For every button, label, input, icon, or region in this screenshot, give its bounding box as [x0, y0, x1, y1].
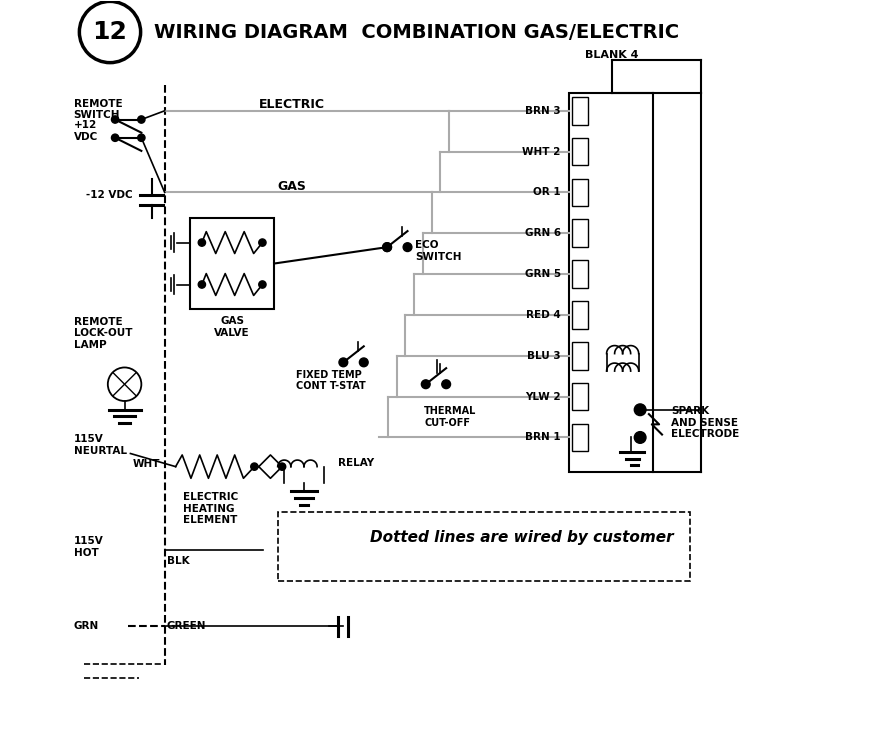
Text: -12 VDC: -12 VDC: [86, 190, 133, 201]
Circle shape: [111, 116, 119, 123]
Circle shape: [421, 380, 430, 389]
Circle shape: [382, 243, 391, 252]
Circle shape: [79, 1, 141, 63]
Text: THERMAL
CUT-OFF: THERMAL CUT-OFF: [424, 406, 477, 427]
Text: +12
VDC: +12 VDC: [74, 120, 98, 142]
Circle shape: [108, 367, 142, 401]
Circle shape: [278, 463, 286, 470]
Text: REMOTE
SWITCH: REMOTE SWITCH: [74, 99, 123, 120]
Circle shape: [382, 243, 391, 252]
Circle shape: [360, 358, 368, 367]
Text: RELAY: RELAY: [337, 458, 374, 468]
Bar: [569, 92, 653, 471]
Text: BRN 1: BRN 1: [525, 433, 561, 442]
Text: GREEN: GREEN: [167, 621, 206, 631]
Bar: [573, 179, 588, 206]
Text: WHT: WHT: [133, 460, 160, 469]
Circle shape: [339, 358, 348, 367]
Text: GRN 5: GRN 5: [525, 269, 561, 279]
Text: BRN 3: BRN 3: [525, 105, 561, 116]
Bar: [573, 97, 588, 124]
Bar: [573, 138, 588, 165]
Circle shape: [137, 116, 145, 123]
Text: GRN 6: GRN 6: [525, 228, 561, 239]
Text: 115V
HOT: 115V HOT: [74, 536, 103, 558]
Circle shape: [111, 134, 119, 141]
Text: GAS: GAS: [278, 180, 307, 193]
Bar: [278, 512, 690, 581]
Bar: [573, 261, 588, 288]
Text: REMOTE
LOCK-OUT
LAMP: REMOTE LOCK-OUT LAMP: [74, 316, 132, 350]
Text: GAS
VALVE: GAS VALVE: [215, 316, 250, 338]
Text: OR 1: OR 1: [533, 187, 561, 198]
Text: ELECTRIC: ELECTRIC: [259, 98, 325, 111]
Circle shape: [198, 239, 206, 246]
Text: BLANK 4: BLANK 4: [585, 50, 639, 60]
Circle shape: [403, 243, 412, 252]
Circle shape: [441, 380, 450, 389]
Text: Dotted lines are wired by customer: Dotted lines are wired by customer: [370, 530, 673, 545]
Text: WIRING DIAGRAM  COMBINATION GAS/ELECTRIC: WIRING DIAGRAM COMBINATION GAS/ELECTRIC: [154, 23, 679, 42]
Circle shape: [251, 463, 258, 470]
Text: SPARK
AND SENSE
ELECTRODE: SPARK AND SENSE ELECTRODE: [671, 406, 739, 439]
Bar: [573, 383, 588, 411]
Text: YLW 2: YLW 2: [525, 392, 561, 402]
Text: 115V
NEURTAL: 115V NEURTAL: [74, 434, 127, 455]
Circle shape: [137, 134, 145, 141]
Bar: [573, 220, 588, 247]
Text: 12: 12: [93, 20, 128, 44]
Text: BLK: BLK: [167, 556, 189, 567]
Bar: [573, 342, 588, 370]
Circle shape: [634, 404, 646, 416]
Bar: [573, 424, 588, 452]
Text: ELECTRIC
HEATING
ELEMENT: ELECTRIC HEATING ELEMENT: [182, 492, 238, 526]
Bar: [573, 301, 588, 329]
Text: WHT 2: WHT 2: [522, 146, 561, 157]
Circle shape: [259, 281, 266, 288]
Text: FIXED TEMP
CONT T-STAT: FIXED TEMP CONT T-STAT: [296, 370, 366, 392]
Circle shape: [259, 239, 266, 246]
Circle shape: [634, 432, 646, 444]
Text: GRN: GRN: [74, 621, 99, 631]
Circle shape: [198, 281, 206, 288]
Bar: [190, 218, 274, 309]
Text: BLU 3: BLU 3: [527, 351, 561, 361]
Text: RED 4: RED 4: [526, 310, 561, 320]
Text: ECO
SWITCH: ECO SWITCH: [415, 240, 461, 261]
